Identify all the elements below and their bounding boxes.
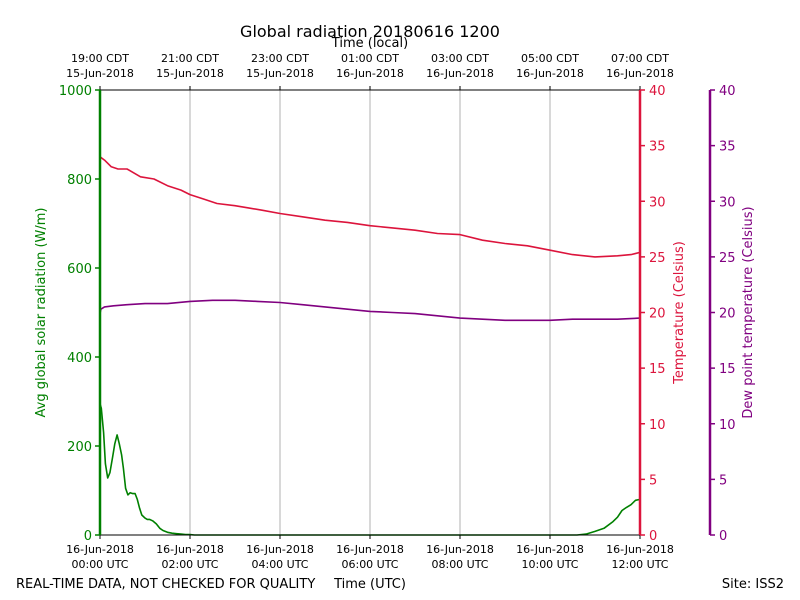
temperature-tick-label: 40 — [649, 84, 666, 99]
temperature-tick-label: 35 — [649, 140, 666, 155]
top-tick-label-date: 15-Jun-2018 — [156, 67, 224, 80]
x-tick-label-date: 16-Jun-2018 — [246, 543, 314, 556]
radiation-tick-label: 1000 — [59, 84, 92, 99]
quality-disclaimer: REAL-TIME DATA, NOT CHECKED FOR QUALITY — [16, 577, 315, 592]
radiation-tick-label: 600 — [67, 262, 92, 277]
series-layer — [99, 156, 641, 536]
gridlines — [189, 90, 551, 535]
temperature-tick-label: 15 — [649, 362, 666, 377]
x-tick-label-time: 12:00 UTC — [611, 558, 668, 571]
dewpoint-tick-label: 30 — [719, 195, 736, 210]
top-tick-label-time: 01:00 CDT — [341, 52, 399, 65]
x-tick-label-time: 06:00 UTC — [341, 558, 398, 571]
top-tick-label-date: 16-Jun-2018 — [426, 67, 494, 80]
x-tick-label-time: 10:00 UTC — [521, 558, 578, 571]
dewpoint-tick-label: 15 — [719, 362, 736, 377]
x-axis-label: Time (UTC) — [333, 577, 406, 592]
top-tick-label-date: 16-Jun-2018 — [336, 67, 404, 80]
top-tick-label-time: 21:00 CDT — [161, 52, 219, 65]
x-tick-label-date: 16-Jun-2018 — [66, 543, 134, 556]
top-tick-label-date: 15-Jun-2018 — [246, 67, 314, 80]
series-line-avg-global-solar-radiation — [99, 403, 641, 536]
x-tick-label-date: 16-Jun-2018 — [606, 543, 674, 556]
temperature-tick-label: 25 — [649, 251, 666, 266]
dewpoint-axis-label: Dew point temperature (Celsius) — [741, 206, 756, 418]
radiation-tick-label: 200 — [67, 440, 92, 455]
top-tick-label-time: 07:00 CDT — [611, 52, 669, 65]
temperature-tick-label: 20 — [649, 307, 666, 322]
axes-layer: 16-Jun-2018 00:00 UTC 16-Jun-2018 02:00 UTC… — [34, 52, 756, 571]
radiation-axis-label: Avg global solar radiation (W/m) — [34, 208, 49, 418]
x-tick-label-date: 16-Jun-2018 — [336, 543, 404, 556]
chart-title: Global radiation 20180616 1200 — [240, 22, 500, 41]
top-axis-label: Time (local) — [331, 36, 408, 51]
x-tick-label-time: 00:00 UTC — [71, 558, 128, 571]
dewpoint-tick-label: 0 — [719, 529, 727, 544]
site-label: Site: ISS2 — [722, 577, 784, 592]
x-tick-label-date: 16-Jun-2018 — [516, 543, 584, 556]
radiation-tick-label: 0 — [84, 529, 92, 544]
x-tick-label-date: 16-Jun-2018 — [156, 543, 224, 556]
top-tick-label-date: 16-Jun-2018 — [606, 67, 674, 80]
temperature-tick-label: 0 — [649, 529, 657, 544]
series-line-dew-point-temperature — [99, 299, 641, 322]
top-tick-label-time: 19:00 CDT — [71, 52, 129, 65]
temperature-tick-label: 30 — [649, 195, 666, 210]
x-tick-label-time: 02:00 UTC — [161, 558, 218, 571]
x-tick-label-time: 08:00 UTC — [431, 558, 488, 571]
temperature-tick-label: 10 — [649, 418, 666, 433]
dewpoint-tick-label: 10 — [719, 418, 736, 433]
x-tick-label-time: 04:00 UTC — [251, 558, 308, 571]
radiation-tick-label: 800 — [67, 173, 92, 188]
radiation-tick-label: 400 — [67, 351, 92, 366]
dewpoint-tick-label: 35 — [719, 140, 736, 155]
dewpoint-tick-label: 40 — [719, 84, 736, 99]
dewpoint-tick-label: 20 — [719, 307, 736, 322]
top-tick-label-date: 16-Jun-2018 — [516, 67, 584, 80]
temperature-axis-label: Temperature (Celsius) — [672, 241, 687, 385]
top-tick-label-time: 05:00 CDT — [521, 52, 579, 65]
top-tick-label-date: 15-Jun-2018 — [66, 67, 134, 80]
series-line-temperature — [99, 156, 641, 258]
top-tick-label-time: 03:00 CDT — [431, 52, 489, 65]
x-tick-label-date: 16-Jun-2018 — [426, 543, 494, 556]
temperature-tick-label: 5 — [649, 473, 657, 488]
dewpoint-tick-label: 5 — [719, 473, 727, 488]
top-tick-label-time: 23:00 CDT — [251, 52, 309, 65]
dewpoint-tick-label: 25 — [719, 251, 736, 266]
